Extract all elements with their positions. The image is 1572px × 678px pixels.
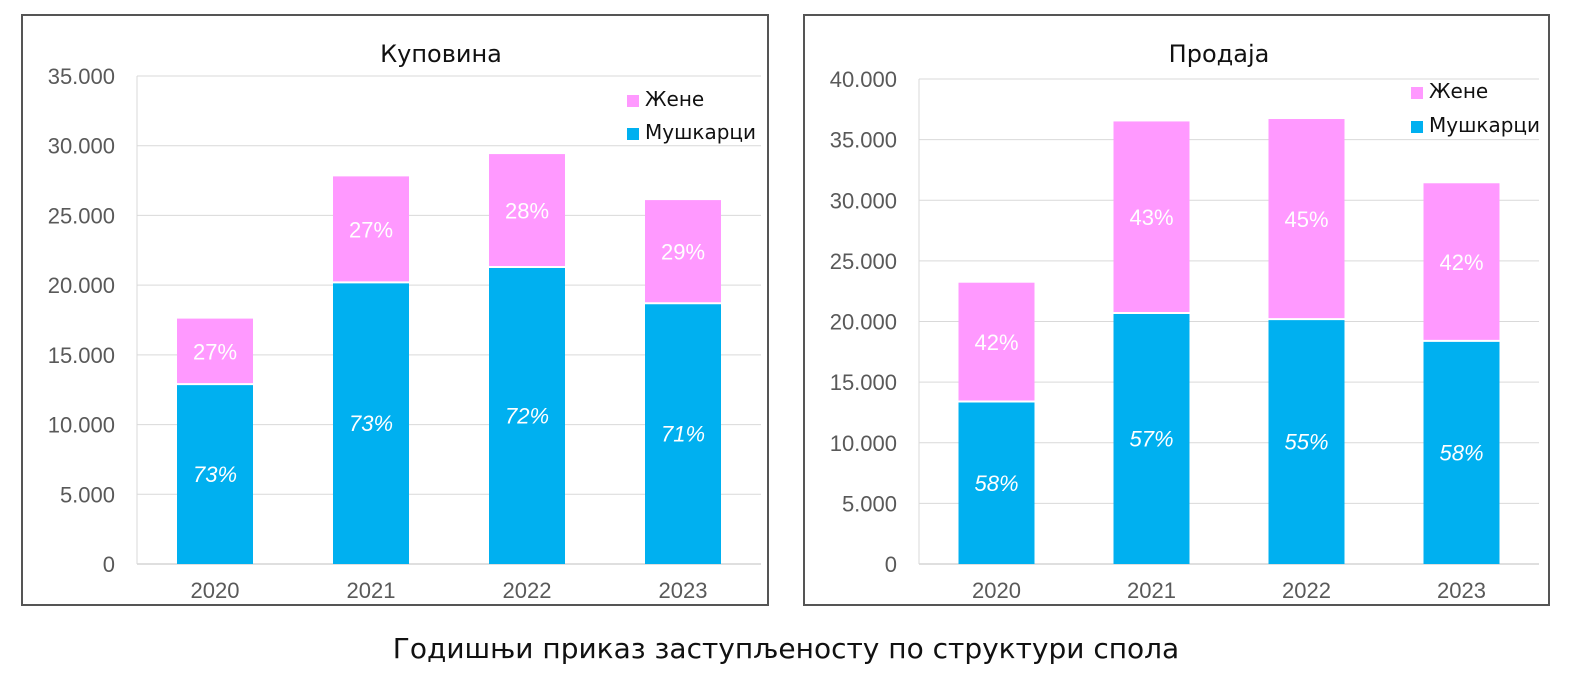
- bar-women-2020: [177, 318, 253, 385]
- bar-women-2022: [489, 154, 565, 268]
- y-tick-label: 30.000: [48, 134, 115, 159]
- x-tick-label: 2023: [659, 578, 708, 603]
- bar-women-2022: [1268, 119, 1345, 320]
- legend-swatch-men: [627, 128, 639, 140]
- data-label-men: 73%: [349, 411, 393, 436]
- y-tick-label: 20.000: [48, 273, 115, 298]
- y-tick-label: 10.000: [830, 431, 897, 456]
- y-tick-label: 15.000: [48, 343, 115, 368]
- bar-men-2022: [1268, 319, 1345, 564]
- bar-women-2020: [958, 282, 1035, 402]
- bar-men-2020: [958, 401, 1035, 564]
- bar-men-2022: [489, 267, 565, 564]
- legend-swatch-women: [1411, 87, 1423, 99]
- x-tick-label: 2021: [1127, 578, 1176, 603]
- legend-label-men: Мушкарци: [645, 120, 756, 144]
- bar-women-2021: [333, 176, 409, 283]
- legend-label-women: Жене: [1429, 79, 1488, 103]
- chart-title: Куповина: [380, 40, 502, 68]
- data-label-women: 42%: [974, 330, 1018, 355]
- figure-caption: Годишњи приказ заступљеносту по структур…: [392, 632, 1180, 665]
- bar-men-2021: [333, 282, 409, 564]
- x-tick-label: 2023: [1437, 578, 1486, 603]
- y-tick-label: 25.000: [830, 249, 897, 274]
- y-tick-label: 40.000: [830, 67, 897, 92]
- bar-men-2020: [177, 384, 253, 564]
- chart-panel-kupovina: Куповина 0 5.000 10.000 15.000 20.000 25.000 30…: [21, 14, 769, 606]
- data-label-men: 57%: [1129, 427, 1173, 452]
- chart-title: Продаја: [1169, 40, 1270, 68]
- chart-panel-prodaja: Продаја 0 5.000 10.000 15.000 20.000 25.000 30.…: [803, 14, 1550, 606]
- data-label-men: 73%: [193, 462, 237, 487]
- y-tick-label: 35.000: [48, 64, 115, 89]
- data-label-women: 28%: [505, 199, 549, 224]
- y-tick-label: 25.000: [48, 203, 115, 228]
- data-label-women: 27%: [349, 217, 393, 242]
- y-tick-label: 5.000: [842, 491, 897, 516]
- legend-swatch-men: [1411, 121, 1423, 133]
- y-tick-label: 5.000: [60, 482, 115, 507]
- data-label-men: 58%: [974, 471, 1018, 496]
- legend-label-women: Жене: [645, 87, 704, 111]
- bar-men-2023: [1423, 340, 1500, 564]
- y-tick-label: 0: [885, 552, 897, 577]
- x-tick-label: 2020: [191, 578, 240, 603]
- y-tick-label: 20.000: [830, 310, 897, 335]
- data-label-men: 55%: [1284, 430, 1328, 455]
- bar-men-2023: [645, 303, 721, 564]
- data-label-women: 42%: [1439, 250, 1483, 275]
- data-label-men: 71%: [661, 422, 705, 447]
- bar-women-2023: [645, 200, 721, 304]
- legend-swatch-women: [627, 95, 639, 107]
- x-tick-label: 2022: [1282, 578, 1331, 603]
- data-label-women: 45%: [1284, 207, 1328, 232]
- chart-prodaja: Продаја 0 5.000 10.000 15.000 20.000 25.000 30.…: [830, 40, 1540, 603]
- y-tick-label: 15.000: [830, 370, 897, 395]
- y-tick-label: 0: [103, 552, 115, 577]
- y-tick-label: 30.000: [830, 188, 897, 213]
- x-tick-label: 2020: [972, 578, 1021, 603]
- y-tick-label: 10.000: [48, 413, 115, 438]
- chart-kupovina: Куповина 0 5.000 10.000 15.000 20.000 25.000 30…: [48, 40, 761, 603]
- y-tick-label: 35.000: [830, 128, 897, 153]
- data-label-men: 72%: [505, 404, 549, 429]
- data-label-men: 58%: [1439, 440, 1483, 465]
- data-label-women: 43%: [1129, 205, 1173, 230]
- x-tick-label: 2022: [503, 578, 552, 603]
- x-tick-label: 2021: [347, 578, 396, 603]
- bar-men-2021: [1113, 313, 1190, 564]
- data-label-women: 29%: [661, 240, 705, 265]
- bar-women-2023: [1423, 183, 1500, 341]
- data-label-women: 27%: [193, 339, 237, 364]
- bar-women-2021: [1113, 121, 1190, 314]
- legend-label-men: Мушкарци: [1429, 113, 1540, 137]
